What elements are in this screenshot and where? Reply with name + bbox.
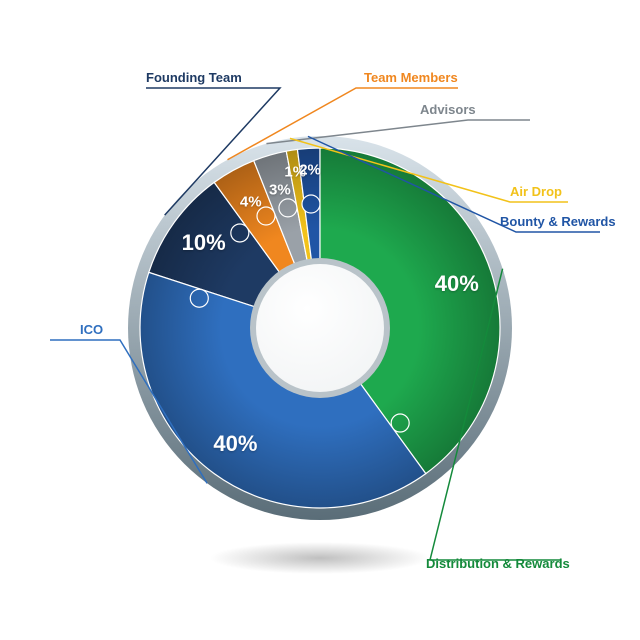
token-allocation-donut: 10%Founding Team4%Team Members3%Advisors… <box>0 0 640 640</box>
slice-knob-team_members <box>257 207 275 225</box>
slice-knob-advisors <box>279 199 297 217</box>
pie-svg <box>0 0 640 640</box>
slice-knob-bounty_rewards <box>302 195 320 213</box>
slice-knob-ico <box>190 289 208 307</box>
center-plate <box>256 264 384 392</box>
